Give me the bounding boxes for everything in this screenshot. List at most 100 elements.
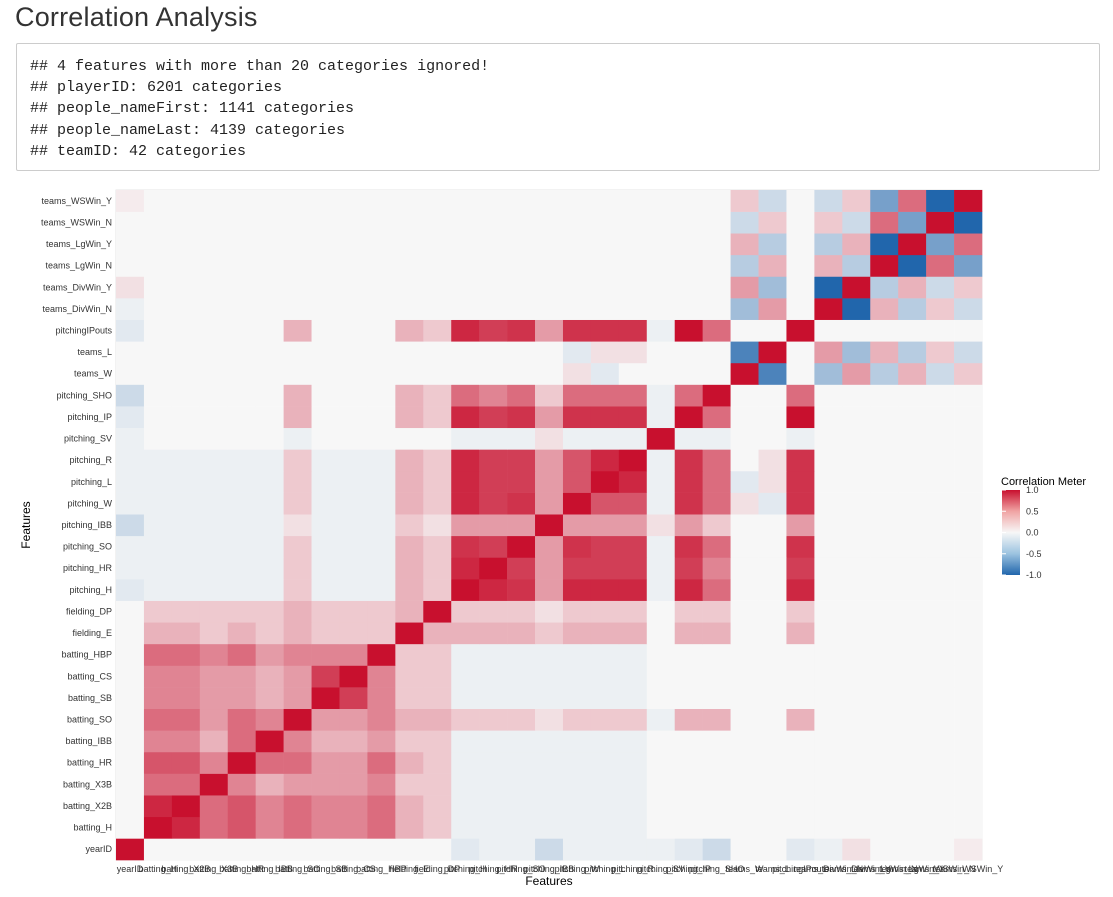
heatmap-cell [283, 211, 312, 234]
heatmap-cell [730, 190, 759, 212]
heatmap-cell [171, 708, 201, 731]
heatmap-cell [255, 298, 284, 320]
heatmap-cell [451, 514, 480, 537]
heatmap-cell [646, 751, 676, 774]
heatmap-cell [143, 298, 173, 320]
heatmap-cell [954, 190, 983, 212]
heatmap-cell [339, 600, 368, 623]
heatmap-cell [535, 665, 564, 688]
heatmap-cell [255, 708, 284, 731]
heatmap-cell [758, 730, 787, 753]
heatmap-cell [367, 708, 396, 731]
heatmap-cell [199, 427, 229, 450]
heatmap-cell [646, 298, 676, 320]
heatmap-cell [870, 751, 899, 774]
heatmap-cell [339, 341, 368, 364]
heatmap-cell [367, 492, 396, 515]
y-tick-label: batting_HBP [61, 650, 112, 660]
heatmap-cell [423, 276, 452, 299]
heatmap-cell [339, 384, 368, 407]
heatmap-cell [339, 751, 368, 774]
heatmap-cell [339, 816, 368, 839]
x-tick-label: pitching_W [555, 864, 600, 874]
heatmap-cell [898, 233, 927, 256]
heatmap-cell [870, 557, 899, 580]
heatmap-cell [479, 514, 508, 537]
heatmap-cell [339, 319, 368, 342]
heatmap-cell [227, 535, 256, 558]
heatmap-cell [507, 579, 536, 601]
heatmap-cell [227, 816, 256, 839]
heatmap-cell [758, 708, 787, 731]
heatmap-cell [171, 535, 201, 558]
heatmap-cell [590, 751, 620, 774]
heatmap-cell [255, 687, 284, 710]
heatmap-cell [535, 535, 564, 558]
heatmap-cell [199, 622, 229, 645]
heatmap-cell [562, 622, 592, 645]
heatmap-cell [507, 254, 536, 277]
x-tick-label: pitching_IP [666, 864, 711, 874]
y-tick-label: pitchingIPouts [55, 325, 112, 335]
heatmap-cell [898, 449, 927, 472]
heatmap-cell [423, 708, 452, 731]
heatmap-cell [898, 254, 927, 277]
heatmap-cell [395, 643, 424, 666]
heatmap-cell [479, 341, 508, 364]
heatmap-cell [562, 643, 592, 666]
heatmap-cell [674, 795, 703, 818]
heatmap-cell [926, 643, 955, 666]
heatmap-cell [116, 384, 145, 407]
heatmap-cell [423, 579, 452, 601]
x-tick-label: teams_W [726, 864, 765, 874]
heatmap-cell [535, 838, 564, 861]
heatmap-cell [562, 449, 592, 472]
heatmap-cell [451, 600, 480, 623]
heatmap-cell [535, 773, 564, 796]
heatmap-cell [618, 751, 648, 774]
heatmap-cell [395, 492, 424, 515]
heatmap-cell [116, 773, 145, 796]
heatmap-cell [786, 449, 815, 472]
heatmap-cell [842, 427, 871, 450]
heatmap-cell [870, 211, 899, 234]
heatmap-cell [116, 535, 145, 558]
heatmap-cell [758, 535, 787, 558]
heatmap-cell [814, 427, 843, 450]
heatmap-cell [814, 190, 843, 212]
heatmap-cell [507, 708, 536, 731]
heatmap-cell [116, 319, 145, 342]
heatmap-cell [786, 751, 815, 774]
heatmap-cell [870, 838, 899, 861]
heatmap-cell [535, 341, 564, 364]
heatmap-cell [562, 795, 592, 818]
heatmap-cell [730, 470, 759, 493]
heatmap-cell [255, 406, 284, 429]
heatmap-cell [283, 362, 312, 385]
heatmap-cell [926, 687, 955, 710]
heatmap-cell [451, 492, 480, 515]
heatmap-cell [535, 751, 564, 774]
heatmap-cell [954, 449, 983, 472]
heatmap-cell [758, 514, 787, 537]
heatmap-cell [786, 254, 815, 277]
legend-tick-label: -0.5 [1026, 549, 1042, 559]
heatmap-cell [590, 816, 620, 839]
heatmap-cell [255, 535, 284, 558]
heatmap-cell [339, 665, 368, 688]
heatmap-cell [898, 492, 927, 515]
heatmap-cell [423, 838, 452, 861]
heatmap-cell [786, 622, 815, 645]
heatmap-cell [618, 470, 648, 493]
heatmap-cell [758, 362, 787, 385]
heatmap-cell [562, 492, 592, 515]
legend-tick-label: 0.0 [1026, 528, 1039, 538]
heatmap-cell [674, 708, 703, 731]
heatmap-cell [199, 254, 229, 277]
y-tick-label: batting_X2B [63, 801, 112, 811]
heatmap-cell [171, 687, 201, 710]
heatmap-cell [590, 341, 620, 364]
heatmap-cell [451, 535, 480, 558]
heatmap-cell [451, 362, 480, 385]
heatmap-cell [367, 319, 396, 342]
